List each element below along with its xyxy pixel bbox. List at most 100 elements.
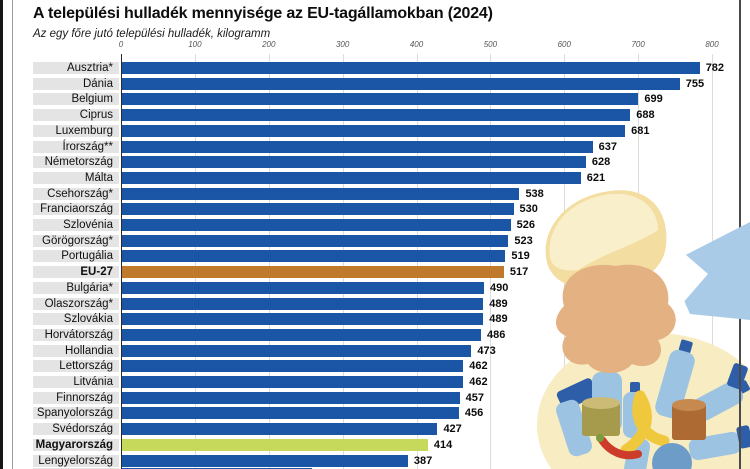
value-label: 462 [469,360,488,373]
value-label: 526 [516,219,535,231]
x-tick-label: 300 [335,40,350,49]
tin-can-icon [582,397,620,436]
country-label: Portugália [61,250,113,263]
country-label: Horvátország [44,328,113,341]
country-label: Svédország [52,423,113,436]
country-label: Ciprus [79,109,113,122]
bar-default [122,203,514,216]
value-label: 473 [477,344,496,357]
country-label: Luxemburg [55,124,113,137]
label-pill-partial [33,467,119,469]
x-tick-label: 700 [631,40,645,49]
bar-default [122,407,459,420]
bar-default [122,250,506,263]
country-label: Hollandia [65,344,113,357]
country-label: Bulgária* [66,281,113,294]
label-pill [33,109,119,122]
x-tick-label: 400 [409,40,424,49]
label-pill [33,344,119,357]
value-label: 621 [586,171,606,184]
banana-peel-icon [620,390,670,456]
label-pill [33,297,119,310]
label-pill [33,140,119,153]
value-label: 517 [509,266,529,279]
page-subtitle: Az egy főre jutó települési hulladék, ki… [33,28,271,40]
bar-default [122,360,464,373]
left-frame-line [12,0,13,469]
label-pill [33,328,119,341]
bar-default [122,187,520,200]
value-label: 490 [489,281,509,294]
bar-default [122,313,484,326]
value-label: 755 [685,77,705,90]
label-pill [33,376,119,388]
country-label: Szlovákia [63,313,113,326]
country-label: Spanyolország [36,407,113,420]
bar-default [122,423,438,436]
label-pill [33,156,119,169]
label-pill [33,124,119,137]
value-label: 489 [489,313,508,326]
country-label: Lettország [59,360,113,373]
value-label: 387 [413,454,433,467]
country-label: Németország [44,156,113,169]
country-label: Szlovénia [63,219,113,231]
country-label: Magyarország [35,438,113,451]
value-label: 414 [433,438,453,451]
label-pill [33,219,119,231]
bar-default [122,454,408,467]
bar-default [122,109,631,122]
bar-default [122,62,700,74]
bar-default [122,77,680,90]
label-pill [33,234,119,247]
waste-illustration [537,190,750,469]
y-axis-line [121,54,122,469]
value-label: 456 [464,407,484,420]
value-label: 628 [591,156,611,169]
chili-pepper-icon [596,434,642,460]
bar-default [122,297,484,310]
country-label: Csehország* [47,187,113,200]
rusty-can-icon [672,399,706,440]
label-pill [33,62,119,74]
bar-default [122,344,472,357]
bar-default [122,281,484,294]
hand-fist-icon [556,264,676,373]
bar-default [122,156,586,169]
label-pill [33,187,119,200]
value-label: 489 [489,297,508,310]
x-tick-label: 600 [557,40,571,49]
value-label: 530 [519,203,538,216]
country-label: Litvánia [73,376,113,388]
bar-eu [122,266,504,279]
country-label: Görögország* [42,234,113,247]
label-pill [33,407,119,420]
x-tick-label: 100 [188,40,202,49]
value-label: 637 [598,140,617,153]
value-label: 523 [514,234,533,247]
value-label: 457 [465,391,484,404]
country-label: Ausztria* [66,62,113,74]
bar-default [122,93,639,106]
country-label: Olaszország* [44,297,113,310]
value-label: 681 [631,124,650,137]
label-pill [33,203,119,216]
label-pill [33,391,119,404]
country-label: EU-27 [80,266,113,279]
value-label: 688 [636,109,655,122]
x-tick-label: 500 [483,40,498,49]
label-pill [33,454,119,467]
bar-partial [122,467,312,469]
bar-default [122,376,464,388]
label-pill [33,266,119,279]
value-label: 538 [525,187,544,200]
label-pill [33,360,119,373]
country-label: Finnország [56,391,113,404]
x-tick-label: 200 [262,40,276,49]
country-label: Dánia [82,77,113,90]
value-label: 699 [644,93,663,106]
frame-line-segment [739,328,741,469]
sleeve-cuff-icon [656,248,708,304]
